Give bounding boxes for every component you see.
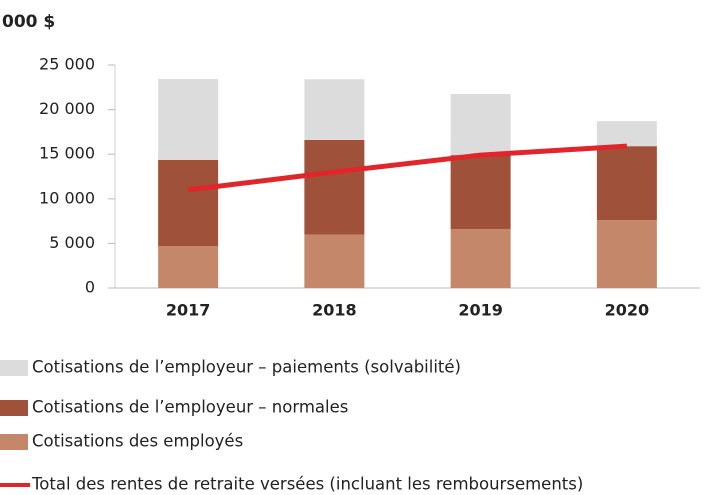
x-tick-label: 2017: [166, 301, 211, 320]
bar-segment: [596, 220, 657, 288]
bar-segment: [304, 139, 365, 235]
chart-title: 000 $: [2, 12, 55, 32]
bar-segment: [158, 246, 219, 288]
legend-swatch: [0, 434, 28, 450]
bar-segment: [450, 155, 511, 230]
bar-segment: [304, 234, 365, 288]
y-tick-label: 25 000: [39, 55, 95, 74]
legend-label: Cotisations de l’employeur – normales: [32, 398, 348, 417]
y-tick-label: 15 000: [39, 144, 95, 163]
x-tick-label: 2018: [312, 301, 357, 320]
bar-segment: [596, 146, 657, 221]
y-tick-label: 0: [85, 278, 95, 297]
legend-label: Total des rentes de retraite versées (in…: [31, 475, 583, 494]
y-tick-label: 5 000: [49, 233, 95, 252]
bar-segment: [450, 229, 511, 288]
legend-label: Cotisations de l’employeur – paiements (…: [32, 358, 461, 377]
line-series: [187, 143, 628, 193]
x-tick-label: 2020: [605, 301, 650, 320]
bar-segment: [158, 159, 219, 247]
bar-segment: [304, 79, 365, 140]
y-tick-label: 10 000: [39, 188, 95, 207]
bar-segment: [158, 79, 219, 160]
legend-swatch: [0, 360, 28, 376]
y-tick-label: 20 000: [39, 99, 95, 118]
bar-segment: [596, 121, 657, 147]
bar-segment: [450, 93, 511, 156]
x-tick-label: 2019: [458, 301, 503, 320]
legend-label: Cotisations des employés: [32, 432, 243, 451]
legend-swatch: [0, 400, 28, 416]
